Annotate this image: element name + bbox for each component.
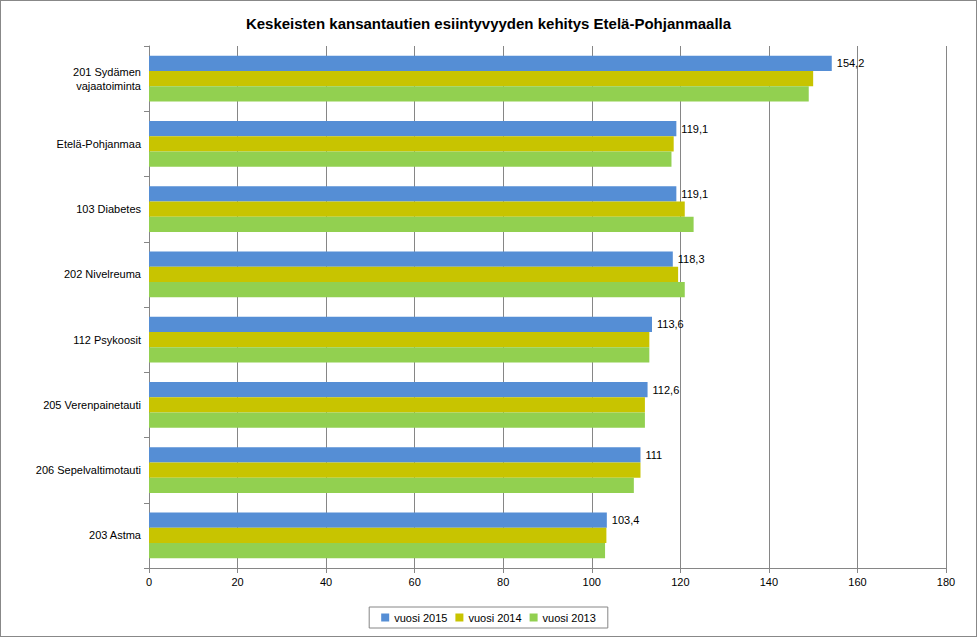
svg-text:201 Sydämen: 201 Sydämen <box>73 66 141 78</box>
svg-text:140: 140 <box>760 576 778 588</box>
svg-text:112,6: 112,6 <box>653 384 680 396</box>
svg-text:202 Nivelreuma: 202 Nivelreuma <box>64 268 142 280</box>
svg-text:119,1: 119,1 <box>681 123 708 135</box>
svg-text:20: 20 <box>231 576 243 588</box>
svg-text:203 Astma: 203 Astma <box>89 529 142 541</box>
svg-text:vuosi 2014: vuosi 2014 <box>468 612 521 624</box>
svg-text:Keskeisten kansantautien esiin: Keskeisten kansantautien esiintyvyyden k… <box>246 15 732 32</box>
svg-text:103,4: 103,4 <box>612 514 640 526</box>
svg-text:119,1: 119,1 <box>681 188 708 200</box>
svg-text:Etelä-Pohjanmaa: Etelä-Pohjanmaa <box>57 138 142 150</box>
svg-text:80: 80 <box>497 576 509 588</box>
svg-text:111: 111 <box>645 449 662 461</box>
svg-text:206 Sepelvaltimotauti: 206 Sepelvaltimotauti <box>36 464 141 476</box>
svg-text:154,2: 154,2 <box>837 57 865 69</box>
svg-text:205 Verenpainetauti: 205 Verenpainetauti <box>43 399 141 411</box>
svg-text:112 Psykoosit: 112 Psykoosit <box>73 334 141 346</box>
svg-text:0: 0 <box>146 576 152 588</box>
svg-text:120: 120 <box>671 576 689 588</box>
svg-text:vajaatoiminta: vajaatoiminta <box>76 80 142 92</box>
svg-text:113,6: 113,6 <box>657 318 684 330</box>
svg-text:100: 100 <box>583 576 601 588</box>
svg-text:118,3: 118,3 <box>678 253 705 265</box>
svg-text:103 Diabetes: 103 Diabetes <box>76 203 141 215</box>
svg-text:vuosi 2013: vuosi 2013 <box>543 612 596 624</box>
svg-text:60: 60 <box>409 576 421 588</box>
svg-text:180: 180 <box>937 576 955 588</box>
svg-text:160: 160 <box>848 576 866 588</box>
svg-text:40: 40 <box>320 576 332 588</box>
svg-text:vuosi 2015: vuosi 2015 <box>394 612 447 624</box>
